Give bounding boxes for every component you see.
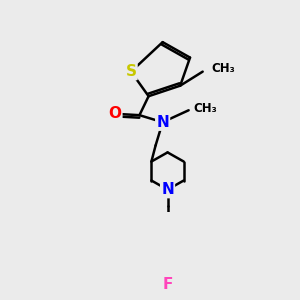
Text: F: F [162, 277, 173, 292]
Text: O: O [108, 106, 122, 121]
Text: S: S [125, 64, 136, 79]
Text: N: N [156, 115, 169, 130]
Text: N: N [161, 182, 174, 197]
Text: CH₃: CH₃ [211, 61, 235, 75]
Text: CH₃: CH₃ [194, 102, 217, 115]
